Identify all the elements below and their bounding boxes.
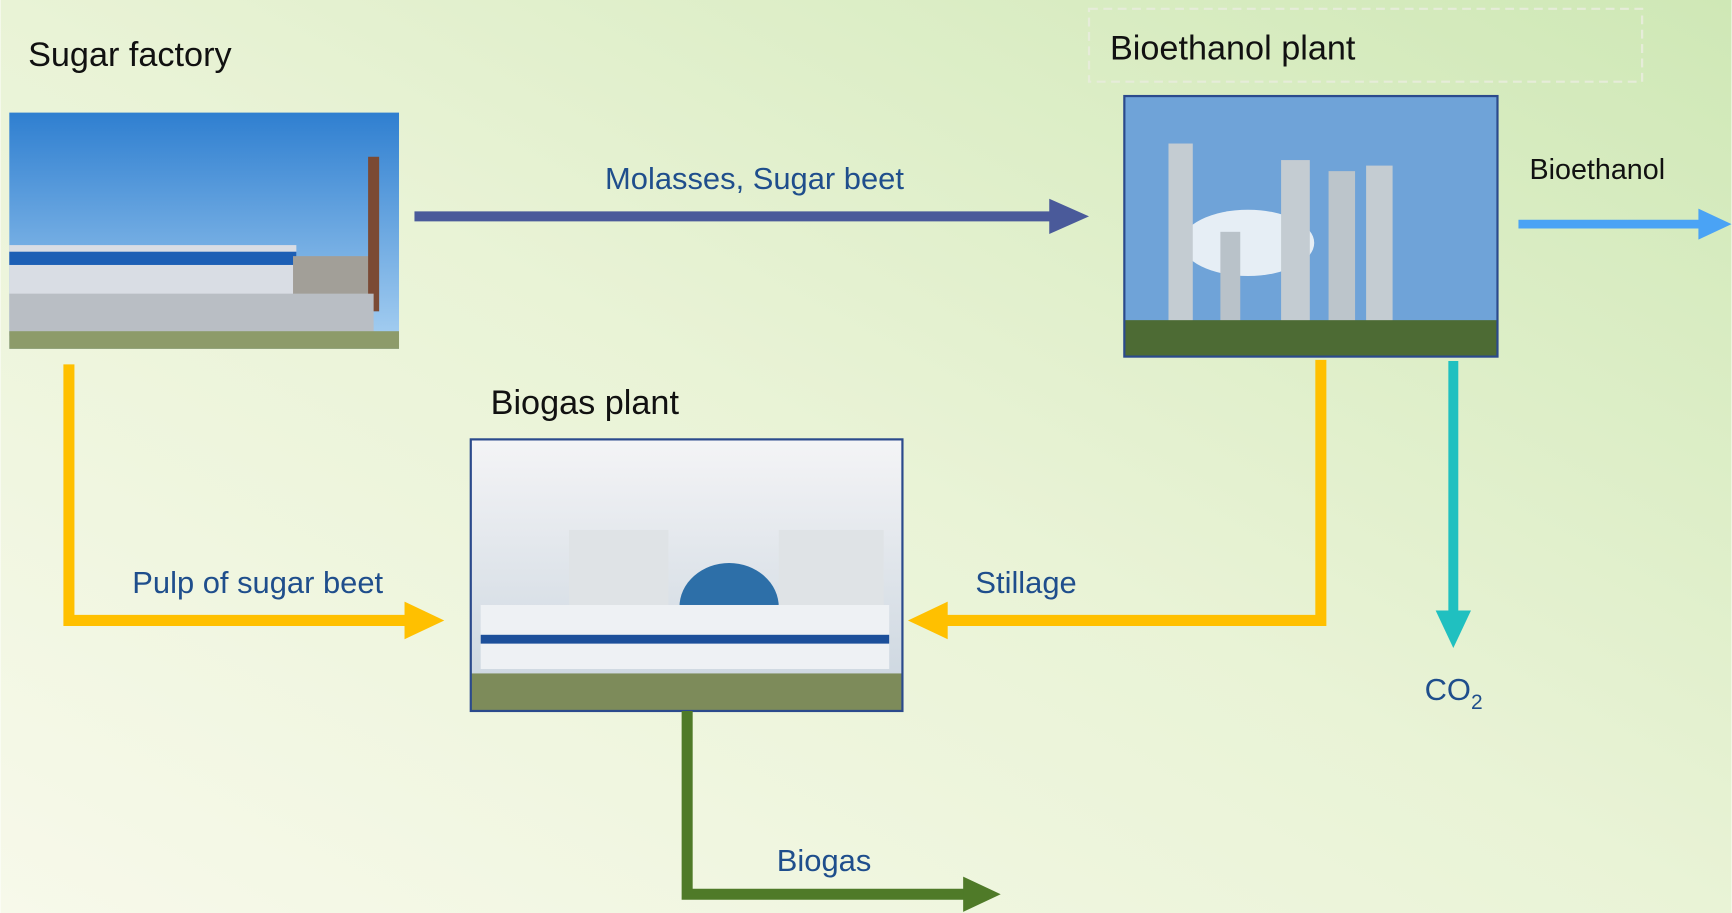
edge-label: Biogas [777, 843, 872, 878]
node-label: Bioethanol plant [1110, 30, 1356, 68]
sugar-factory-image [9, 113, 399, 349]
edge-label: Bioethanol [1529, 154, 1665, 186]
node-label: Biogas plant [491, 384, 680, 422]
subscript: 2 [1471, 691, 1483, 714]
diagram: Sugar factory Bioethanol plant Biogas pl… [0, 0, 1732, 913]
node-label: Sugar factory [28, 36, 232, 74]
biogas-plant-image [471, 439, 903, 711]
bioethanol-plant-image [1124, 96, 1497, 357]
label-text: CO [1425, 672, 1471, 707]
edge-label: Pulp of sugar beet [132, 565, 383, 600]
edge-label: Molasses, Sugar beet [605, 161, 904, 196]
edge-label: Stillage [975, 565, 1076, 600]
page: Sugar factory Bioethanol plant Biogas pl… [0, 0, 1732, 913]
